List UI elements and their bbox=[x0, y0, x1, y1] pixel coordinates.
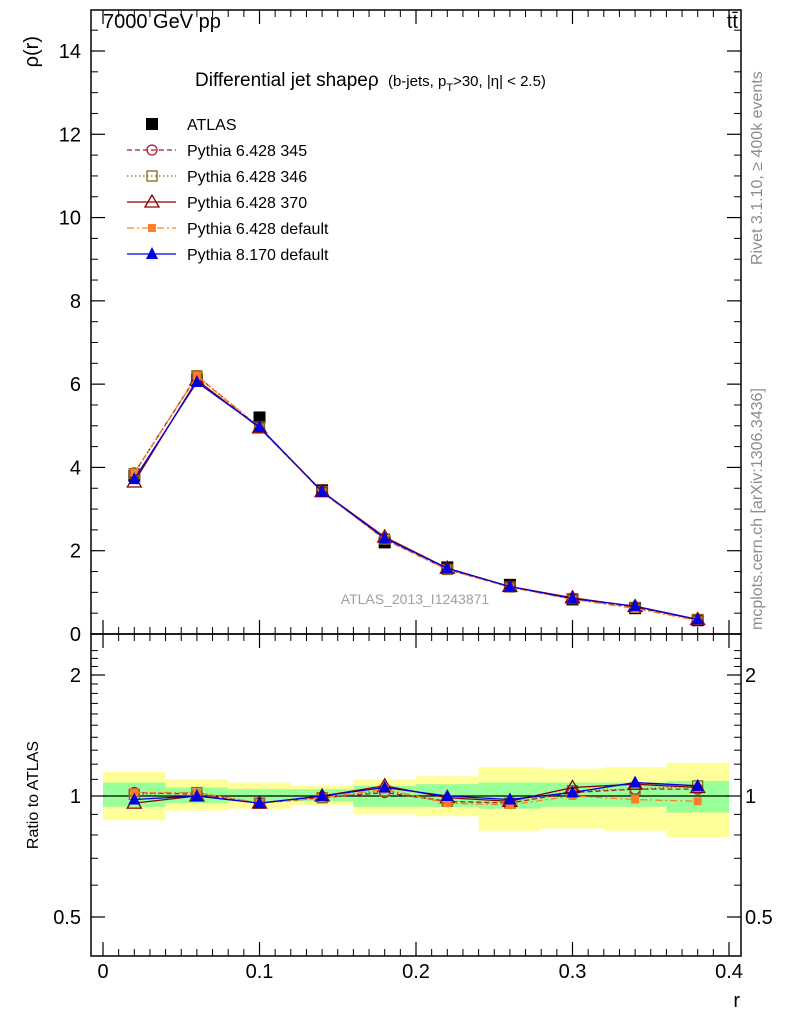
y-tick-label: 14 bbox=[59, 41, 81, 63]
ratio-series-3-point bbox=[693, 797, 702, 806]
legend-item: Pythia 6.428 345 bbox=[127, 143, 307, 160]
legend: ATLAS Pythia 6.428 345 Pythia 6.428 346 Pyt… bbox=[127, 117, 329, 264]
x-tick-label: 0 bbox=[97, 961, 108, 983]
title-rest: >30, |η| < 2.5) bbox=[453, 73, 546, 90]
mcplots-label: mcplots.cern.ch [arXiv:1306.3436] bbox=[749, 388, 766, 630]
legend-marker bbox=[143, 193, 161, 208]
main-series-5-point bbox=[441, 561, 454, 574]
ratio-series-1-line bbox=[134, 785, 698, 804]
ratio-tick-label: 0.5 bbox=[53, 907, 81, 929]
title-sub: T bbox=[446, 82, 453, 94]
ratio-series-4-point bbox=[316, 789, 329, 801]
main-series-5-point bbox=[190, 375, 203, 388]
main-series-5-point bbox=[691, 612, 704, 625]
title-paren: (b-jets, p bbox=[388, 73, 446, 90]
ratio-series-4-point bbox=[629, 775, 642, 788]
ratio-series-3-point bbox=[443, 799, 452, 808]
y-tick-label: 2 bbox=[70, 541, 81, 563]
main-ylabel: ρ(r) bbox=[21, 36, 43, 67]
legend-marker bbox=[146, 118, 158, 130]
ratio-series-4-point bbox=[441, 789, 454, 801]
legend-item: Pythia 6.428 370 bbox=[127, 193, 307, 212]
main-series-1-line bbox=[133, 374, 698, 621]
main-frame bbox=[90, 9, 742, 635]
legend-item: Pythia 6.428 default bbox=[127, 221, 329, 238]
ratio-series-4-point bbox=[503, 792, 516, 805]
legend-marker bbox=[146, 170, 158, 182]
main-series-4-line bbox=[133, 374, 698, 622]
main-series-5-point bbox=[316, 484, 329, 497]
main-series-5-point bbox=[503, 579, 516, 592]
rivet-label: Rivet 3.1.10, ≥ 400k events bbox=[749, 71, 766, 265]
main-series-2-line bbox=[133, 374, 698, 621]
legend-label: Pythia 6.428 370 bbox=[187, 195, 307, 212]
legend-label: ATLAS bbox=[187, 117, 237, 134]
x-tick-label: 0.2 bbox=[402, 961, 430, 983]
y-tick-label: 4 bbox=[70, 457, 81, 479]
main-series-5-point bbox=[253, 420, 266, 433]
legend-item: Pythia 8.170 default bbox=[127, 247, 329, 264]
ratio-tick-label: 1 bbox=[70, 786, 81, 808]
main-series-5-line bbox=[133, 381, 698, 621]
y-tick-label: 0 bbox=[70, 624, 81, 646]
legend-label: Pythia 8.170 default bbox=[187, 247, 329, 264]
y-tick-label: 8 bbox=[70, 291, 81, 313]
main-series-5-point bbox=[566, 591, 579, 604]
x-tick-label: 0.1 bbox=[246, 961, 274, 983]
legend-marker bbox=[146, 144, 158, 156]
main-series-5-point bbox=[128, 472, 141, 485]
legend-label: Pythia 6.428 default bbox=[187, 221, 329, 238]
data-series bbox=[126, 370, 706, 809]
legend-label: Pythia 6.428 346 bbox=[187, 169, 307, 186]
y-tick-label: 6 bbox=[70, 374, 81, 396]
ratio-series-4-point bbox=[253, 796, 266, 809]
chart-title: Differential jet shapeρ (b-jets, pT>30, … bbox=[195, 70, 546, 94]
energy-label: 7000 GeV pp bbox=[103, 11, 221, 33]
ratio-series-4-point bbox=[190, 789, 203, 801]
ratio-series-3-point bbox=[631, 795, 640, 804]
ratio-tick-label: 2 bbox=[70, 665, 81, 687]
ratio-ylabel: Ratio to ATLAS bbox=[25, 741, 42, 849]
main-series-3-line bbox=[133, 379, 698, 621]
legend-item: ATLAS bbox=[146, 117, 237, 134]
legend-marker bbox=[148, 224, 156, 232]
ratio-series-0-line bbox=[134, 788, 698, 804]
ratio-tick-label-right: 2 bbox=[745, 665, 756, 687]
x-tick-label: 0.3 bbox=[559, 961, 587, 983]
main-series-5-point bbox=[378, 531, 391, 544]
ratio-tick-label-right: 1 bbox=[745, 786, 756, 808]
xlabel: r bbox=[733, 990, 740, 1012]
main-series-0-point bbox=[253, 411, 266, 424]
y-tick-label: 12 bbox=[59, 124, 81, 146]
analysis-watermark: ATLAS_2013_I1243871 bbox=[341, 591, 490, 607]
process-label: tt̄ bbox=[727, 11, 739, 33]
ratio-series-4-point bbox=[566, 785, 579, 798]
ratio-series-4-point bbox=[378, 780, 391, 793]
ratio-series-4-line bbox=[134, 781, 698, 804]
ratio-series-3-point bbox=[505, 800, 514, 809]
legend-label: Pythia 6.428 345 bbox=[187, 143, 307, 160]
legend-item: Pythia 6.428 346 bbox=[127, 169, 307, 186]
legend-marker bbox=[146, 247, 158, 259]
title-main: Differential jet shapeρ bbox=[195, 70, 379, 91]
x-tick-label: 0.4 bbox=[715, 961, 743, 983]
y-tick-label: 10 bbox=[59, 208, 81, 230]
ratio-series-4-point bbox=[691, 778, 704, 791]
ratio-series-3-line bbox=[134, 788, 698, 806]
main-series-5-point bbox=[629, 599, 642, 612]
ratio-tick-label-right: 0.5 bbox=[745, 907, 773, 929]
ratio-series-4-point bbox=[128, 792, 141, 805]
